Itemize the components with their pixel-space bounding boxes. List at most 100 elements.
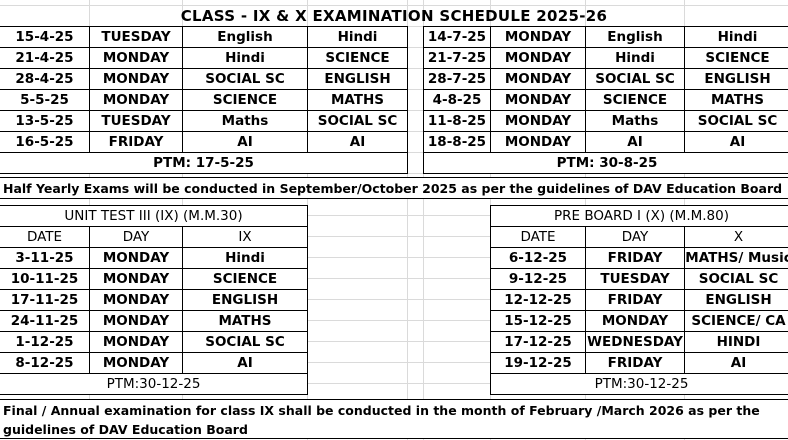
table-cell: 24-11-25: [0, 310, 90, 332]
table-cell: FRIDAY: [89, 131, 183, 153]
gridline: [0, 341, 788, 342]
table-cell: 17-12-25: [490, 331, 586, 353]
table-cell: MONDAY: [490, 131, 586, 153]
table-cell: MONDAY: [490, 26, 586, 48]
table-cell: Hindi: [684, 26, 788, 48]
table-cell: SCIENCE/ CA: [684, 310, 788, 332]
gridline: [0, 320, 788, 321]
table-cell: SCIENCE: [182, 89, 308, 111]
table-cell: Hindi: [585, 47, 685, 69]
column-header: DAY: [89, 226, 183, 248]
column-header: DATE: [490, 226, 586, 248]
table-cell: MATHS: [684, 89, 788, 111]
table-cell: 14-7-25: [423, 26, 491, 48]
table-cell: 6-12-25: [490, 247, 586, 269]
table-cell: FRIDAY: [585, 352, 685, 374]
table-cell: AI: [684, 131, 788, 153]
gridline: [0, 278, 788, 279]
table-cell: 3-11-25: [0, 247, 90, 269]
table-cell: TUESDAY: [585, 268, 685, 290]
table-cell: 9-12-25: [490, 268, 586, 290]
table-cell: 21-7-25: [423, 47, 491, 69]
table-cell: MONDAY: [89, 331, 183, 353]
column-header: DAY: [585, 226, 685, 248]
gridline: [407, 0, 408, 440]
table-cell: 15-4-25: [0, 26, 90, 48]
column-header: X: [684, 226, 788, 248]
ptm-date: PTM:30-12-25: [490, 373, 788, 395]
table-cell: AI: [585, 131, 685, 153]
gridline: [0, 362, 788, 363]
table-cell: Maths: [585, 110, 685, 132]
table-cell: MONDAY: [585, 310, 685, 332]
table-cell: MATHS: [307, 89, 408, 111]
table-cell: AI: [307, 131, 408, 153]
table-cell: MONDAY: [490, 68, 586, 90]
table-cell: MONDAY: [89, 68, 183, 90]
column-header: DATE: [0, 226, 90, 248]
table-cell: FRIDAY: [585, 289, 685, 311]
table-cell: SOCIAL SC: [307, 110, 408, 132]
final-exam-note: Final / Annual examination for class IX …: [0, 399, 788, 439]
table-cell: TUESDAY: [89, 110, 183, 132]
table-cell: AI: [182, 131, 308, 153]
table-cell: MONDAY: [89, 268, 183, 290]
table-cell: Hindi: [307, 26, 408, 48]
table-cell: AI: [684, 352, 788, 374]
table-cell: ENGLISH: [684, 289, 788, 311]
table-cell: HINDI: [684, 331, 788, 353]
schedule-title: CLASS - IX & X EXAMINATION SCHEDULE 2025…: [180, 6, 608, 25]
table-cell: MATHS: [182, 310, 308, 332]
ptm-date: PTM: 30-8-25: [423, 152, 788, 174]
gridline: [0, 215, 788, 216]
table-cell: MONDAY: [89, 247, 183, 269]
table-cell: AI: [182, 352, 308, 374]
table-cell: 1-12-25: [0, 331, 90, 353]
table-cell: SCIENCE: [684, 47, 788, 69]
table-cell: ENGLISH: [182, 289, 308, 311]
table-cell: 15-12-25: [490, 310, 586, 332]
table-cell: 17-11-25: [0, 289, 90, 311]
table-cell: MONDAY: [89, 47, 183, 69]
table-cell: 28-4-25: [0, 68, 90, 90]
table-cell: ENGLISH: [684, 68, 788, 90]
table-cell: Maths: [182, 110, 308, 132]
table-cell: 18-8-25: [423, 131, 491, 153]
gridline: [0, 257, 788, 258]
gridline: [0, 236, 788, 237]
table-cell: MONDAY: [490, 47, 586, 69]
table-title: UNIT TEST III (IX) (M.M.30): [0, 205, 308, 227]
table-cell: 4-8-25: [423, 89, 491, 111]
table-cell: 19-12-25: [490, 352, 586, 374]
table-cell: 8-12-25: [0, 352, 90, 374]
table-cell: MONDAY: [490, 110, 586, 132]
ptm-date: PTM:30-12-25: [0, 373, 308, 395]
table-cell: Hindi: [182, 47, 308, 69]
table-cell: 16-5-25: [0, 131, 90, 153]
table-cell: 21-4-25: [0, 47, 90, 69]
table-cell: 10-11-25: [0, 268, 90, 290]
table-cell: MONDAY: [89, 89, 183, 111]
gridline: [423, 0, 424, 440]
table-cell: 12-12-25: [490, 289, 586, 311]
table-title: PRE BOARD I (X) (M.M.80): [490, 205, 788, 227]
column-header: IX: [182, 226, 308, 248]
table-cell: FRIDAY: [585, 247, 685, 269]
table-cell: Hindi: [182, 247, 308, 269]
gridline: [0, 383, 788, 384]
table-cell: SOCIAL SC: [684, 268, 788, 290]
table-cell: MONDAY: [89, 352, 183, 374]
table-cell: 11-8-25: [423, 110, 491, 132]
table-cell: 28-7-25: [423, 68, 491, 90]
table-cell: MATHS/ Music: [684, 247, 788, 269]
table-cell: SCIENCE: [307, 47, 408, 69]
table-cell: SCIENCE: [182, 268, 308, 290]
table-cell: English: [182, 26, 308, 48]
table-cell: MONDAY: [89, 289, 183, 311]
table-cell: MONDAY: [490, 89, 586, 111]
gridline: [0, 299, 788, 300]
half-yearly-note: Half Yearly Exams will be conducted in S…: [0, 177, 788, 199]
ptm-date: PTM: 17-5-25: [0, 152, 408, 174]
table-cell: English: [585, 26, 685, 48]
